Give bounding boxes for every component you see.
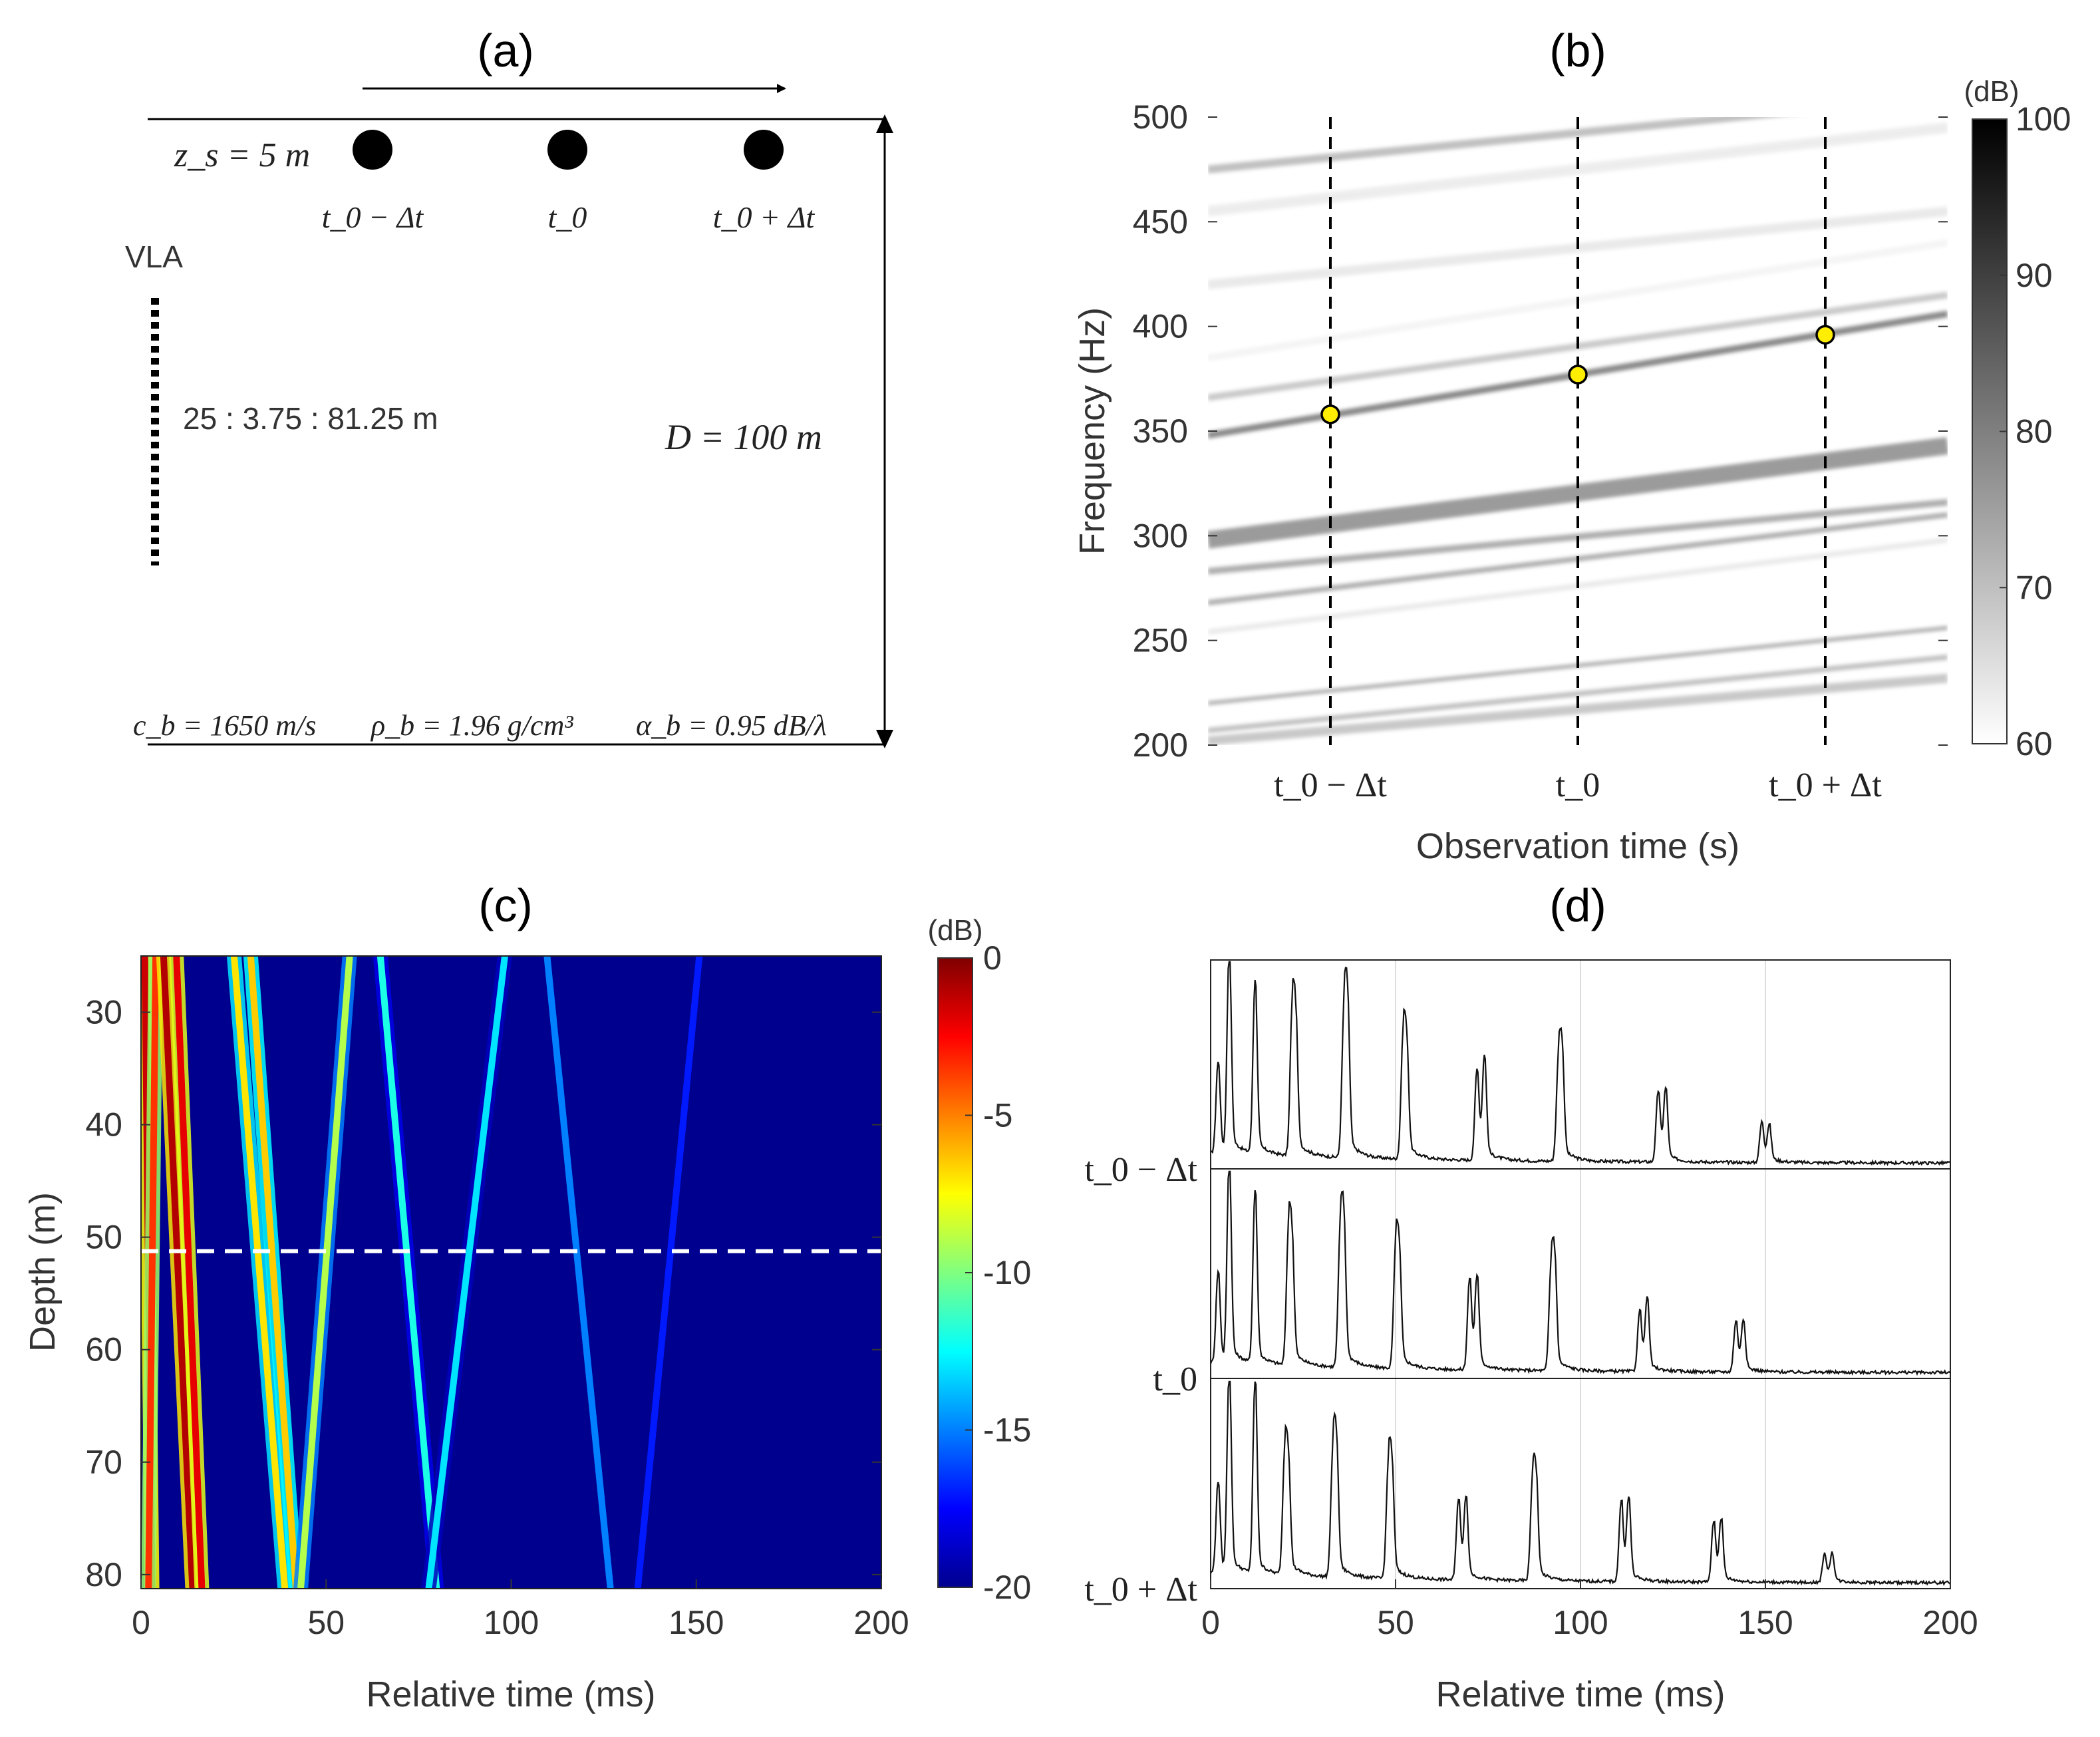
arrival-4 bbox=[173, 956, 206, 1589]
arrival-7 bbox=[297, 956, 353, 1589]
panel-b-x-axis: t_0 − Δt t_0 t_0 + Δt bbox=[1274, 766, 1882, 804]
arrival-5 bbox=[230, 956, 289, 1589]
b-cbtick-label-100: 100 bbox=[2016, 100, 2071, 138]
b-cbtick-label-80: 80 bbox=[2016, 413, 2053, 450]
time-label-plus: t_0 + Δt bbox=[713, 200, 816, 234]
source-position-3 bbox=[744, 130, 784, 170]
arrival-6 bbox=[247, 956, 300, 1589]
arrival-3 bbox=[160, 956, 196, 1589]
panel-b-ylabel: Frequency (Hz) bbox=[1072, 307, 1112, 555]
b-ytick-label-500: 500 bbox=[1133, 98, 1188, 136]
panel-c-arrivals bbox=[141, 956, 707, 1589]
c-ytick-label-80: 80 bbox=[85, 1556, 122, 1593]
arrival-11 bbox=[634, 956, 703, 1589]
c-cbtick-label--10: -10 bbox=[983, 1254, 1031, 1291]
freq-marker-3 bbox=[1815, 325, 1835, 345]
trace-1 bbox=[1210, 961, 1951, 1166]
panel-d-label: (d) bbox=[1549, 879, 1606, 931]
arrival-10 bbox=[543, 956, 614, 1589]
b-ytick-label-250: 250 bbox=[1133, 622, 1188, 659]
d-xtick-label-0: 0 bbox=[1201, 1604, 1220, 1641]
trace-label-3: t_0 + Δt bbox=[1084, 1571, 1197, 1609]
c-cbtick-label--5: -5 bbox=[983, 1097, 1012, 1134]
arrival-2 bbox=[145, 956, 160, 1589]
b-ytick-label-450: 450 bbox=[1133, 203, 1188, 240]
b-ytick-label-350: 350 bbox=[1133, 412, 1188, 450]
b-cbtick-label-90: 90 bbox=[2016, 257, 2053, 294]
panel-c-xlabel: Relative time (ms) bbox=[366, 1674, 655, 1714]
panel-d-trace-labels: t_0 − Δt t_0 t_0 + Δt bbox=[1084, 1151, 1197, 1609]
bottom-attenuation: α_b = 0.95 dB/λ bbox=[636, 709, 827, 742]
time-label-minus: t_0 − Δt bbox=[322, 200, 424, 234]
trace-label-1: t_0 − Δt bbox=[1084, 1151, 1197, 1189]
panel-b-colorbar-ticks: 60 70 80 90 100 bbox=[2000, 100, 2071, 762]
water-depth-label: D = 100 m bbox=[665, 417, 822, 457]
b-cbtick-label-70: 70 bbox=[2016, 569, 2053, 606]
c-ytick-label-30: 30 bbox=[85, 994, 122, 1031]
depth-arrow-bottom-head bbox=[876, 730, 893, 748]
panel-b-markers bbox=[1320, 325, 1835, 424]
panel-c-colorbar-ticks: 0 -5 -10 -15 -20 bbox=[965, 939, 1031, 1606]
depth-arrow-top-head bbox=[876, 114, 893, 133]
c-ytick-label-60: 60 bbox=[85, 1331, 122, 1368]
c-xtick-label-150: 150 bbox=[669, 1604, 724, 1641]
panel-a: (a) z_s = 5 m t_0 − Δt t_0 t_0 + Δt VLA … bbox=[125, 25, 893, 748]
c-ytick-label-40: 40 bbox=[85, 1106, 122, 1144]
b-ytick-label-300: 300 bbox=[1133, 517, 1188, 554]
c-xtick-label-50: 50 bbox=[307, 1604, 345, 1641]
b-xtick-label-2: t_0 bbox=[1556, 766, 1600, 804]
c-cbtick-label--20: -20 bbox=[983, 1569, 1031, 1606]
b-ytick-label-400: 400 bbox=[1133, 308, 1188, 345]
panel-d-xlabel: Relative time (ms) bbox=[1435, 1674, 1725, 1714]
c-xtick-label-200: 200 bbox=[853, 1604, 909, 1641]
d-xtick-label-100: 100 bbox=[1553, 1604, 1608, 1641]
panel-d: (d) t_0 − Δt t_0 t_0 + Δt 0 50 100 150 200 Rel… bbox=[1084, 879, 1978, 1714]
time-label-zero: t_0 bbox=[548, 200, 587, 234]
c-xtick-label-100: 100 bbox=[484, 1604, 539, 1641]
freq-marker-1 bbox=[1320, 404, 1340, 424]
c-cbtick-label-0: 0 bbox=[983, 939, 1002, 977]
b-xtick-label-3: t_0 + Δt bbox=[1769, 766, 1882, 804]
source-position-2 bbox=[547, 130, 587, 170]
d-xtick-label-50: 50 bbox=[1377, 1604, 1414, 1641]
array-depths-label: 25 : 3.75 : 81.25 m bbox=[183, 401, 438, 436]
panel-b-y-axis: 200 250 300 350 400 450 500 bbox=[1133, 98, 1948, 764]
arrival-9 bbox=[425, 956, 508, 1589]
freq-marker-2 bbox=[1568, 365, 1588, 385]
panel-b-xlabel: Observation time (s) bbox=[1416, 826, 1739, 866]
panel-c-x-axis: 0 50 100 150 200 bbox=[132, 1579, 909, 1641]
panel-b-label: (b) bbox=[1549, 25, 1606, 77]
bottom-density: ρ_b = 1.96 g/cm³ bbox=[370, 709, 573, 742]
d-xtick-label-200: 200 bbox=[1922, 1604, 1978, 1641]
striation-13 bbox=[1208, 673, 1948, 745]
trace-label-2: t_0 bbox=[1153, 1360, 1197, 1398]
panel-d-grid bbox=[1395, 960, 1766, 1589]
bottom-sound-speed: c_b = 1650 m/s bbox=[133, 709, 316, 742]
panel-b-plot-area bbox=[1208, 117, 1948, 745]
d-xtick-label-150: 150 bbox=[1737, 1604, 1793, 1641]
panel-c-label: (c) bbox=[478, 879, 533, 931]
b-cbtick-label-60: 60 bbox=[2016, 725, 2053, 762]
arrival-8 bbox=[376, 956, 440, 1589]
source-depth-label: z_s = 5 m bbox=[174, 136, 310, 174]
panel-c-y-axis: 30 40 50 60 70 80 bbox=[85, 994, 881, 1593]
panel-b-guides bbox=[1329, 117, 1827, 745]
b-ytick-label-200: 200 bbox=[1133, 726, 1188, 764]
source-position-1 bbox=[353, 130, 392, 170]
panel-b-colorbar-label: (dB) bbox=[1964, 75, 2019, 108]
c-ytick-label-50: 50 bbox=[85, 1219, 122, 1256]
array-label: VLA bbox=[125, 239, 183, 274]
c-xtick-label-0: 0 bbox=[132, 1604, 150, 1641]
panel-c-colorbar-label: (dB) bbox=[927, 914, 982, 947]
panel-a-label: (a) bbox=[477, 25, 534, 77]
c-ytick-label-70: 70 bbox=[85, 1444, 122, 1481]
trace-2 bbox=[1209, 1170, 1951, 1376]
panel-d-x-axis: 0 50 100 150 200 bbox=[1201, 1579, 1978, 1641]
panel-c-ylabel: Depth (m) bbox=[23, 1192, 63, 1352]
c-cbtick-label--15: -15 bbox=[983, 1412, 1031, 1449]
b-xtick-label-1: t_0 − Δt bbox=[1274, 766, 1387, 804]
